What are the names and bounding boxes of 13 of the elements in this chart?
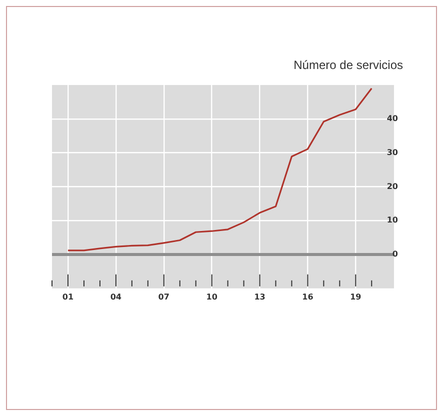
x-tick-label: 19 bbox=[350, 292, 362, 302]
y-tick-label: 30 bbox=[386, 148, 398, 157]
x-tick-label: 10 bbox=[206, 292, 218, 302]
y-tick-label: 40 bbox=[386, 114, 398, 123]
chart-title: Número de servicios bbox=[294, 58, 403, 72]
x-tick-label: 07 bbox=[158, 292, 170, 302]
x-tick-label: 16 bbox=[302, 292, 314, 302]
y-tick-label: 0 bbox=[392, 250, 398, 259]
y-tick-label: 10 bbox=[386, 216, 398, 225]
x-tick-label: 13 bbox=[254, 292, 266, 302]
x-tick-label: 04 bbox=[110, 292, 122, 302]
x-tick-label: 01 bbox=[62, 292, 74, 302]
y-tick-label: 20 bbox=[386, 182, 398, 191]
